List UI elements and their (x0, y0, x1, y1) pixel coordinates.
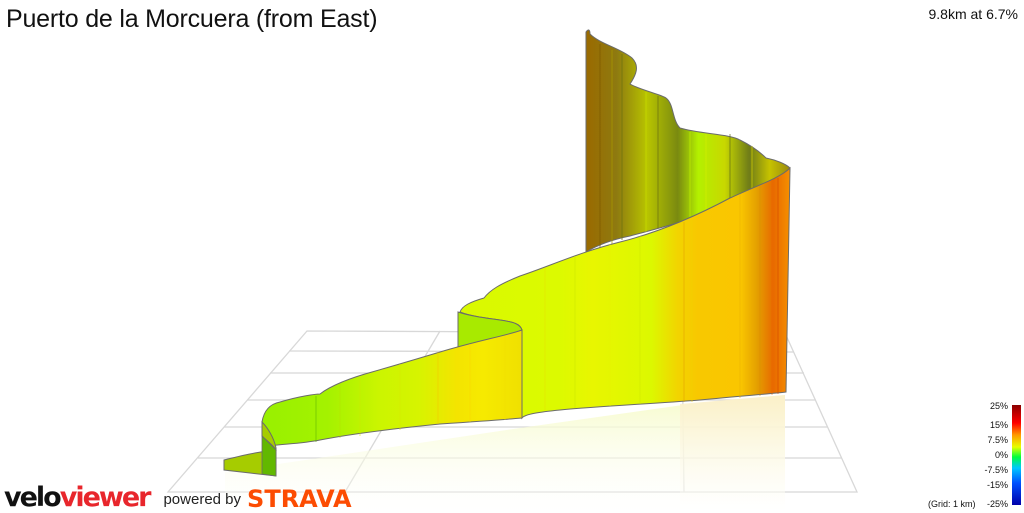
climb-title: Puerto de la Morcuera (from East) (6, 5, 378, 33)
legend-label-25: 25% (989, 401, 1008, 411)
profile-start-wall (261, 435, 277, 477)
veloviewer-logo[interactable]: veloviewer (4, 482, 152, 513)
legend-label-neg-25: -25% (986, 499, 1008, 509)
logo-viewer-text: viewer (59, 482, 152, 513)
strava-logo[interactable]: STRAVA (247, 485, 352, 513)
grid-scale-note: (Grid: 1 km) (928, 499, 976, 509)
profile-lower-wall (261, 329, 523, 447)
gradient-color-scale (1012, 405, 1021, 505)
legend-label-7-5: 7.5% (987, 435, 1008, 445)
profile-reflection (225, 395, 785, 512)
logo-velo-text: velo (4, 482, 62, 513)
legend-label-neg-7-5: -7.5% (984, 465, 1008, 475)
legend-label-neg-15: -15% (986, 480, 1008, 490)
legend-label-15: 15% (989, 420, 1008, 430)
climb-summary: 9.8km at 6.7% (928, 6, 1019, 22)
gradient-legend: 25% 15% 7.5% 0% -7.5% -15% -25% (960, 400, 1024, 512)
legend-label-0: 0% (994, 450, 1008, 460)
footer-branding: veloviewer powered by STRAVA (4, 483, 352, 511)
main-wall-stripes (544, 178, 779, 410)
lower-wall-stripes (315, 336, 506, 442)
powered-by-text: powered by (163, 491, 242, 508)
